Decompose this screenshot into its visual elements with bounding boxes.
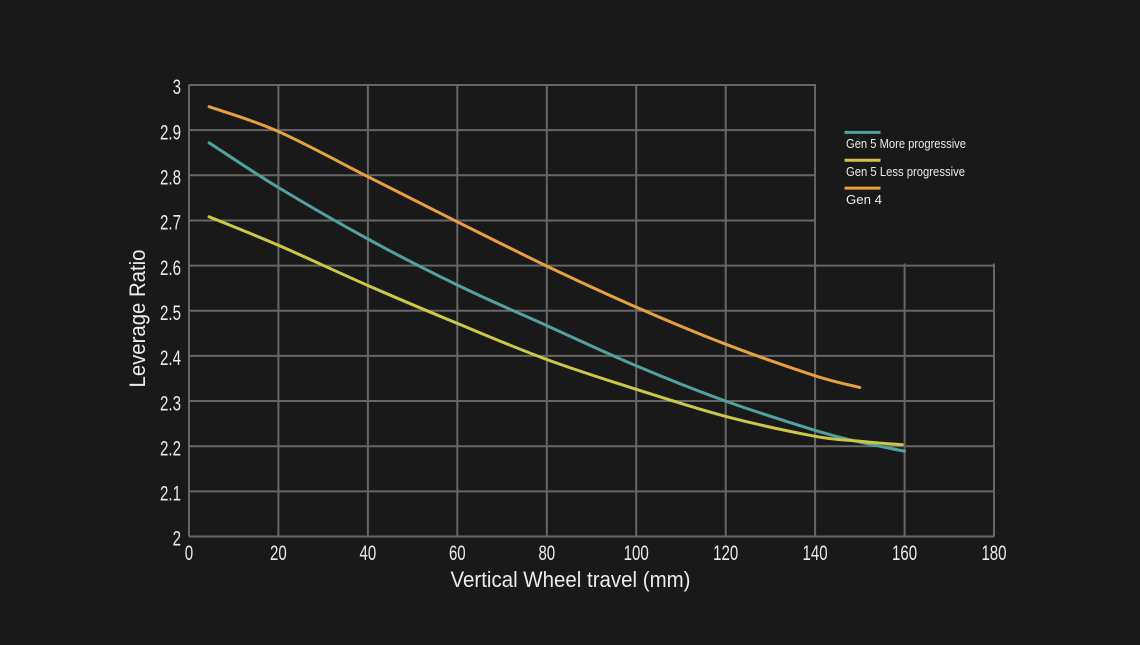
svg-text:60: 60 bbox=[449, 541, 466, 565]
svg-text:3: 3 bbox=[173, 75, 181, 99]
svg-text:2.1: 2.1 bbox=[160, 482, 181, 506]
svg-text:2.2: 2.2 bbox=[160, 436, 181, 460]
svg-text:40: 40 bbox=[360, 541, 377, 565]
svg-text:80: 80 bbox=[538, 541, 555, 565]
svg-text:2.5: 2.5 bbox=[160, 301, 181, 325]
svg-text:2.6: 2.6 bbox=[160, 256, 181, 280]
svg-text:20: 20 bbox=[270, 541, 287, 565]
svg-text:0: 0 bbox=[185, 541, 193, 565]
svg-text:2.7: 2.7 bbox=[160, 211, 181, 235]
svg-text:2.8: 2.8 bbox=[160, 166, 181, 190]
svg-text:2: 2 bbox=[173, 527, 181, 551]
svg-text:Leverage Ratio: Leverage Ratio bbox=[125, 250, 150, 388]
svg-text:100: 100 bbox=[624, 541, 649, 565]
svg-text:140: 140 bbox=[803, 541, 828, 565]
svg-text:2.9: 2.9 bbox=[160, 120, 181, 144]
svg-text:Gen 5 Less progressive: Gen 5 Less progressive bbox=[846, 165, 965, 179]
svg-text:160: 160 bbox=[892, 541, 917, 565]
svg-text:Vertical Wheel travel (mm): Vertical Wheel travel (mm) bbox=[451, 567, 691, 592]
svg-text:2.4: 2.4 bbox=[160, 346, 181, 370]
svg-text:180: 180 bbox=[981, 541, 1006, 565]
svg-text:120: 120 bbox=[713, 541, 738, 565]
svg-text:2.3: 2.3 bbox=[160, 391, 181, 415]
svg-text:Gen 5 More progressive: Gen 5 More progressive bbox=[846, 137, 966, 151]
svg-text:Gen 4: Gen 4 bbox=[846, 193, 882, 207]
